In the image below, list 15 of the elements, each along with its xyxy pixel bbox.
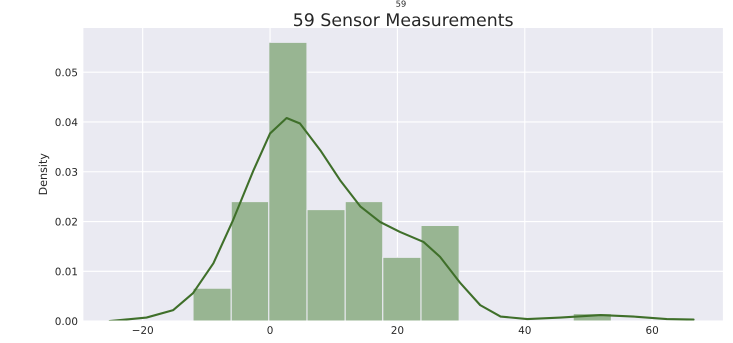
y-tick-label: 0.03 [55, 168, 78, 176]
x-tick-label: 60 [646, 326, 658, 334]
y-tick-label: 0.02 [55, 218, 77, 226]
y-tick-label: 0.04 [55, 118, 78, 126]
x-tick-label: 0 [267, 326, 273, 334]
x-tick-label: 20 [392, 326, 404, 334]
y-axis-title: Density [38, 153, 50, 194]
chart-title: 59 Sensor Measurements [294, 13, 513, 26]
line-series [108, 116, 695, 322]
x-tick-label: −20 [132, 326, 153, 334]
y-tick-label: 0.01 [55, 268, 78, 276]
y-tick-label: 0.05 [55, 68, 78, 76]
text: 59 [396, 0, 406, 7]
x-tick-label: 40 [518, 326, 531, 334]
y-tick-label: 0.00 [55, 317, 78, 326]
